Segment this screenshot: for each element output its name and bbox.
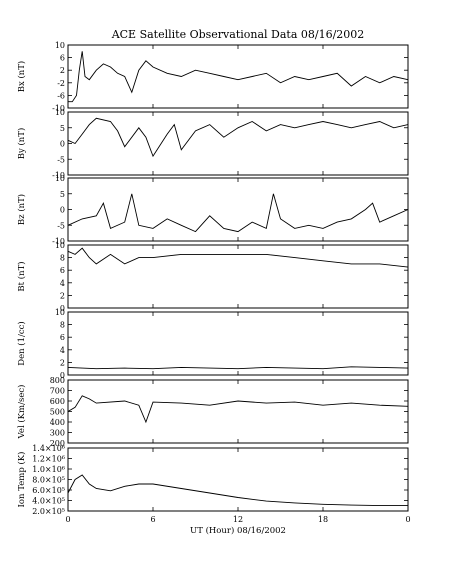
series-line — [67, 474, 408, 507]
y-tick-label: -10 — [52, 104, 65, 113]
y-axis-label: Ion Temp (K) — [16, 452, 27, 508]
y-tick-label: 2 — [60, 66, 65, 75]
y-tick-label: 1.2×10⁶ — [32, 455, 65, 464]
y-tick-label: 1.0×10⁶ — [32, 465, 65, 474]
y-tick-label: 0 — [60, 304, 65, 313]
y-tick-label: 2 — [60, 358, 65, 367]
y-tick-label: 6 — [60, 333, 65, 342]
y-tick-label: 6 — [60, 54, 65, 63]
y-axis-label: Bx (nT) — [16, 61, 27, 93]
y-axis-label: Bt (nT) — [16, 261, 27, 291]
y-tick-label: 5 — [60, 124, 65, 133]
y-tick-label: -10 — [52, 237, 65, 246]
y-tick-label: 1.4×10⁶ — [32, 444, 65, 453]
y-tick-label: 8 — [60, 254, 65, 263]
y-tick-label: 10 — [55, 108, 65, 117]
series-line — [67, 117, 409, 158]
panel-frame — [67, 379, 409, 444]
y-axis-label: Vel (Km/sec) — [16, 385, 27, 440]
panel-frame — [67, 447, 409, 512]
x-tick-label: 6 — [150, 515, 155, 524]
y-tick-label: -5 — [57, 221, 65, 230]
y-tick-label: -2 — [57, 79, 65, 88]
series-line — [68, 51, 409, 103]
x-tick-label: 18 — [318, 515, 328, 524]
y-tick-label: 8.0×10⁵ — [32, 476, 65, 485]
series-line — [67, 395, 409, 424]
y-tick-label: 0 — [60, 140, 65, 149]
y-tick-label: 4 — [60, 346, 65, 355]
y-tick-label: 2 — [60, 291, 65, 300]
y-tick-label: 600 — [50, 397, 65, 406]
y-tick-label: 0 — [60, 206, 65, 215]
y-tick-label: 500 — [50, 408, 65, 417]
y-axis-label: By (nT) — [16, 128, 27, 160]
y-tick-label: -10 — [52, 171, 65, 180]
y-tick-label: 5 — [60, 190, 65, 199]
y-tick-label: 4 — [60, 279, 65, 288]
x-tick-label: 0 — [65, 515, 70, 524]
x-tick-label: 12 — [233, 515, 243, 524]
series-line — [67, 193, 409, 233]
y-tick-label: 10 — [55, 41, 65, 50]
x-tick-label: 0 — [405, 515, 410, 524]
series-line — [67, 247, 409, 268]
y-tick-label: 6.0×10⁵ — [32, 486, 65, 495]
chart-title: ACE Satellite Observational Data 08/16/2… — [111, 28, 365, 41]
y-axis-label: Bz (nT) — [16, 194, 27, 225]
panel-group: 10 6 2 -2 -6 -10 Bx (nT) 10 5 0 -5 -10 By (nT) 10 5 0 -5… — [16, 41, 411, 524]
y-tick-label: 700 — [50, 387, 65, 396]
y-tick-label: 800 — [50, 376, 65, 385]
y-tick-label: -6 — [57, 91, 65, 100]
y-tick-label: 6 — [60, 266, 65, 275]
y-tick-label: 200 — [50, 439, 65, 448]
panel-frame — [67, 111, 409, 176]
y-tick-label: 400 — [50, 418, 65, 427]
y-tick-label: 10 — [55, 241, 65, 250]
series-line — [67, 366, 409, 370]
y-tick-label: 300 — [50, 429, 65, 438]
x-axis-label: UT (Hour) 08/16/2002 — [190, 525, 286, 536]
y-tick-label: 10 — [55, 308, 65, 317]
panel-frame — [67, 311, 409, 376]
y-tick-label: 2.0×10⁵ — [32, 507, 65, 516]
y-tick-label: 10 — [55, 174, 65, 183]
y-tick-label: 8 — [60, 321, 65, 330]
panel-frame — [67, 44, 409, 109]
y-tick-label: -5 — [57, 155, 65, 164]
y-tick-label: 4.0×10⁵ — [32, 497, 65, 506]
y-axis-label: Den (1/cc) — [16, 321, 27, 365]
y-tick-label: 0 — [60, 371, 65, 380]
